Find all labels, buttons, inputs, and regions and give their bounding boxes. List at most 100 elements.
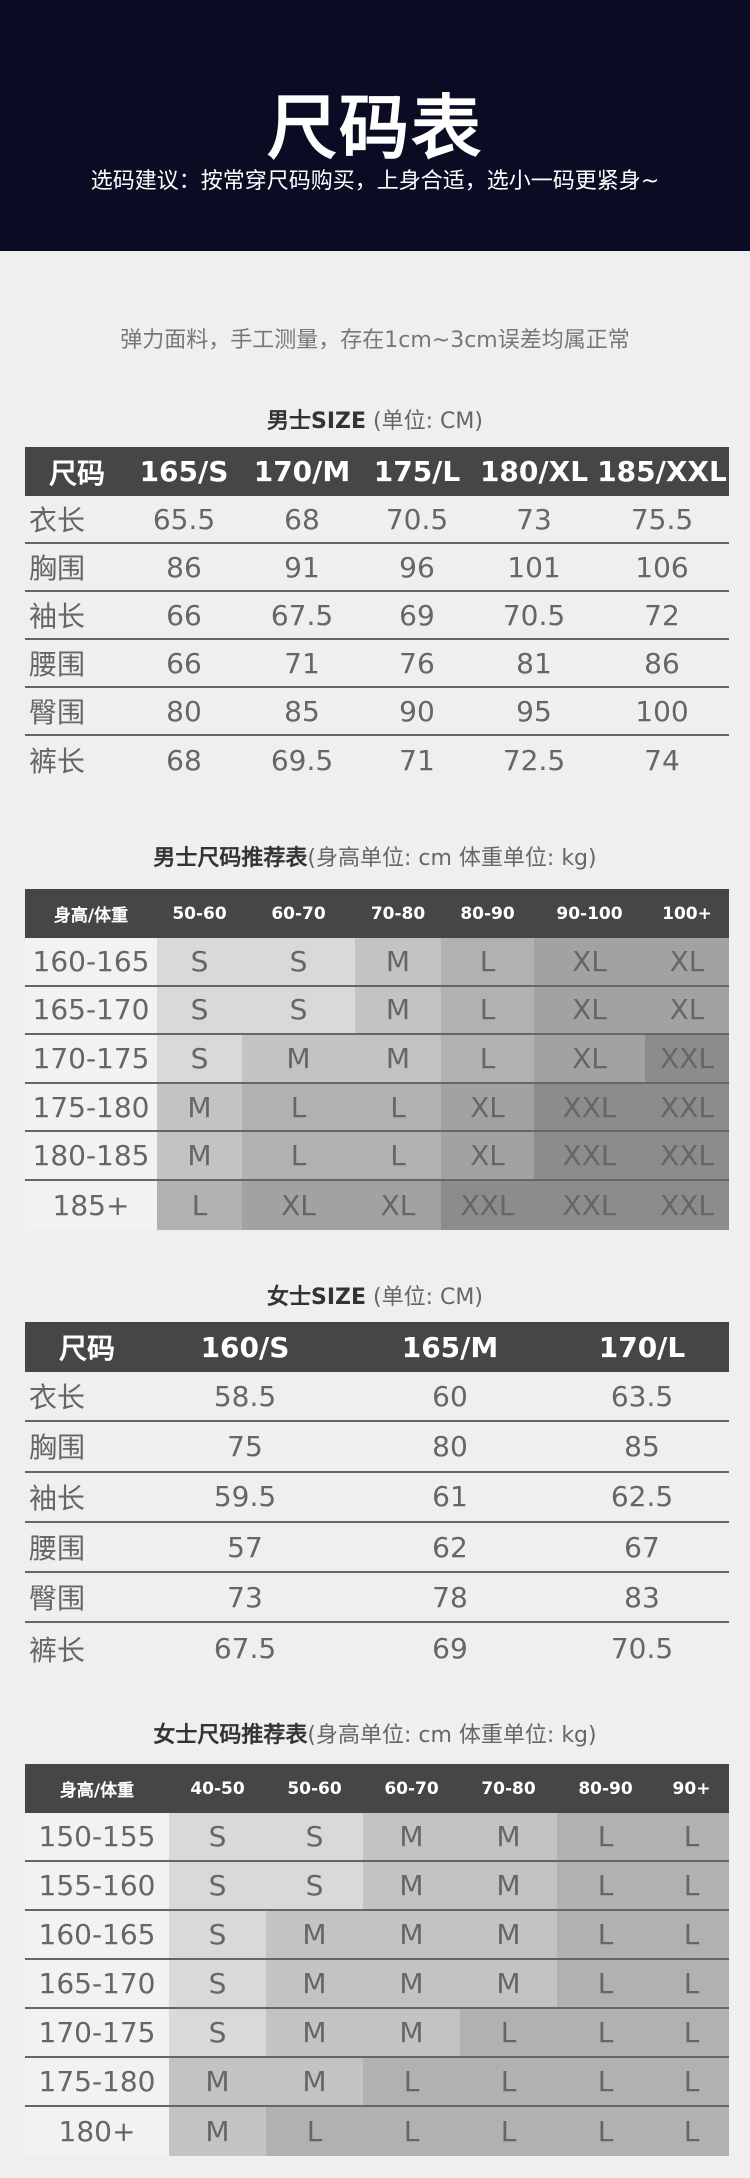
table-row: 185+ L XL XL XXL XXL XXL — [25, 1180, 729, 1230]
table-cell: M — [242, 1035, 355, 1082]
title-unit: (身高单位: cm 体重单位: kg) — [307, 1723, 597, 1748]
title-text: 男士尺码推荐表 — [153, 846, 308, 871]
women-rec-title: 女士尺码推荐表(身高单位: cm 体重单位: kg) — [0, 1717, 750, 1749]
table-cell: M — [460, 1960, 557, 2007]
table-cell: L — [355, 1083, 441, 1131]
table-cell: M — [363, 1813, 460, 1860]
table-cell: L — [557, 2058, 654, 2105]
table-cell: 57 — [227, 1530, 263, 1564]
men-rec-title: 男士尺码推荐表(身高单位: cm 体重单位: kg) — [0, 840, 750, 872]
column-header: 175/L — [373, 455, 461, 488]
table-cell: L — [557, 2009, 654, 2056]
row-label: 175-180 — [25, 2058, 169, 2105]
table-cell: 85 — [284, 694, 320, 728]
table-cell: L — [557, 1911, 654, 1958]
women-size-title: 女士SIZE (单位: CM) — [0, 1279, 750, 1311]
men-size-table: 尺码 165/S 170/M 175/L 180/XL 185/XXL 衣长 65.5 68 70… — [25, 447, 729, 784]
table-cell: L — [460, 2107, 557, 2156]
table-cell: XL — [534, 986, 645, 1034]
table-cell: 58.5 — [213, 1379, 277, 1413]
column-header: 60-70 — [384, 1778, 439, 1799]
table-cell: S — [157, 1035, 242, 1082]
column-header: 80-90 — [460, 903, 515, 924]
table-cell: 70.5 — [385, 502, 449, 536]
column-header: 160/S — [200, 1330, 290, 1364]
table-cell: L — [460, 2058, 557, 2105]
table-cell: 69 — [399, 598, 435, 632]
table-cell: 69 — [432, 1632, 468, 1666]
table-cell: XL — [355, 1180, 441, 1230]
header-row: 身高/体重 50-60 60-70 70-80 80-90 90-100 100+ — [25, 889, 729, 938]
title-text: 男士SIZE — [267, 409, 367, 434]
table-cell: 70.5 — [502, 598, 566, 632]
table-row: 165-170 S S M L XL XL — [25, 986, 729, 1036]
table-cell: 86 — [644, 646, 680, 680]
table-cell: M — [363, 1911, 460, 1958]
table-cell: L — [654, 2009, 729, 2056]
table-cell: 59.5 — [213, 1480, 277, 1514]
table-cell: 75.5 — [630, 502, 694, 536]
table-cell: 90 — [399, 694, 435, 728]
table-cell: 66 — [166, 598, 202, 632]
table-cell: L — [460, 2009, 557, 2056]
title-unit: (单位: CM) — [373, 409, 483, 434]
table-cell: L — [654, 1960, 729, 2007]
table-cell: 67.5 — [270, 598, 334, 632]
row-label: 165-170 — [25, 1960, 169, 2007]
table-cell: L — [557, 1813, 654, 1860]
row-label: 腰围 — [29, 1532, 86, 1566]
page-title: 尺码表 — [267, 87, 483, 169]
column-header: 100+ — [662, 903, 712, 924]
table-cell: XXL — [645, 1132, 729, 1179]
table-cell: 83 — [624, 1580, 660, 1614]
table-row: 腰围 57 62 67 — [25, 1523, 729, 1574]
table-cell: S — [169, 1813, 266, 1860]
column-header: 170/L — [598, 1330, 686, 1364]
table-row: 衣长 58.5 60 63.5 — [25, 1372, 729, 1423]
table-cell: XL — [441, 1132, 534, 1179]
women-recommendation-table: 身高/体重 40-50 50-60 60-70 70-80 80-90 90+ 150-155… — [25, 1764, 729, 2156]
table-cell: L — [242, 1132, 355, 1179]
table-cell: S — [169, 1862, 266, 1909]
table-row: 160-165 S S M L XL XL — [25, 938, 729, 987]
table-row: 裤长 67.5 69 70.5 — [25, 1623, 729, 1673]
table-cell: 74 — [644, 743, 680, 777]
table-cell: 80 — [432, 1429, 468, 1463]
table-cell: M — [157, 1083, 242, 1131]
row-label: 170-175 — [25, 2009, 169, 2056]
table-cell: L — [441, 1035, 534, 1082]
column-header: 身高/体重 — [59, 1781, 135, 1801]
row-label: 160-165 — [25, 1911, 169, 1958]
table-cell: S — [157, 938, 242, 985]
table-row: 170-175 S M M L L L — [25, 2009, 729, 2058]
table-cell: L — [654, 2058, 729, 2105]
table-cell: 75 — [227, 1429, 263, 1463]
table-cell: XL — [534, 938, 645, 985]
table-row: 臀围 73 78 83 — [25, 1573, 729, 1624]
table-cell: L — [266, 2107, 363, 2156]
table-cell: 91 — [284, 550, 320, 584]
table-cell: 62.5 — [610, 1480, 674, 1514]
table-row: 裤长 68 69.5 71 72.5 74 — [25, 736, 729, 784]
table-cell: XXL — [645, 1083, 729, 1131]
row-label: 150-155 — [25, 1813, 169, 1860]
table-cell: M — [169, 2107, 266, 2156]
women-size-table: 尺码 160/S 165/M 170/L 衣长 58.5 60 63.5 胸围 75 80 85 袖长 5… — [25, 1322, 729, 1674]
table-cell: 78 — [432, 1580, 468, 1614]
table-cell: XL — [242, 1180, 355, 1230]
table-cell: 62 — [432, 1530, 468, 1564]
table-cell: XL — [645, 986, 729, 1034]
table-cell: M — [460, 1911, 557, 1958]
table-cell: 95 — [516, 694, 552, 728]
table-cell: M — [363, 1862, 460, 1909]
table-cell: 65.5 — [152, 502, 216, 536]
table-cell: L — [654, 1911, 729, 1958]
table-cell: 71 — [284, 646, 320, 680]
table-row: 180-185 M L L XL XXL XXL — [25, 1132, 729, 1181]
table-cell: L — [363, 2107, 460, 2156]
table-row: 155-160 S S M M L L — [25, 1862, 729, 1911]
table-cell: S — [266, 1813, 363, 1860]
title-text: 女士SIZE — [267, 1285, 367, 1310]
row-label: 衣长 — [29, 1381, 86, 1415]
table-cell: 100 — [635, 694, 689, 728]
